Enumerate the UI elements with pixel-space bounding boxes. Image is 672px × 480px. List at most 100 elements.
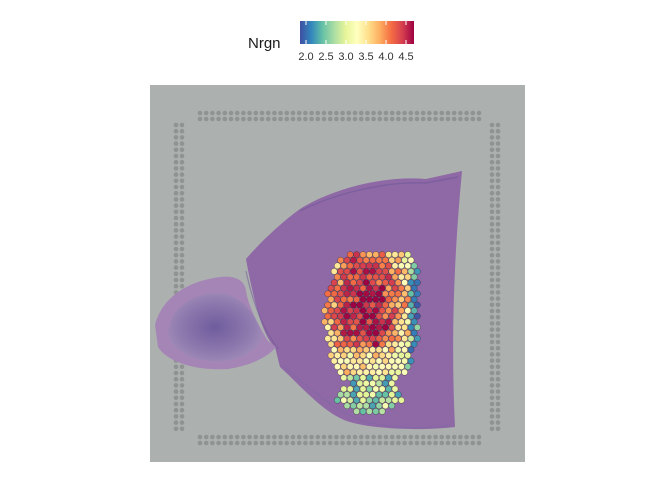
expression-spot [369, 268, 376, 275]
fiducial-dot [173, 252, 179, 258]
expression-spot [410, 307, 418, 314]
expression-spot [385, 340, 392, 348]
expression-spot [398, 284, 405, 292]
fiducial-dot [179, 395, 185, 401]
fiducial-dot [234, 434, 240, 440]
expression-spot [382, 312, 389, 320]
expression-spot [340, 396, 348, 404]
fiducial-dot [489, 414, 495, 419]
fiducial-dot [216, 434, 221, 440]
expression-spot [353, 284, 360, 292]
fiducial-dot [179, 153, 185, 159]
expression-spot [362, 402, 370, 410]
expression-spot [378, 408, 386, 415]
expression-spot [350, 368, 357, 376]
fiducial-dot [495, 370, 501, 376]
expression-spot [359, 363, 367, 370]
expression-spot [407, 312, 415, 320]
expression-spot [346, 385, 354, 393]
fiducial-dot [451, 440, 457, 446]
fiducial-dot [210, 110, 215, 116]
expression-spot [407, 301, 415, 309]
fiducial-dot [173, 277, 179, 283]
expression-spot [398, 262, 405, 270]
fiducial-dot [495, 401, 501, 407]
fiducial-dot [241, 110, 246, 116]
expression-spot [327, 296, 335, 303]
expression-spot [375, 346, 383, 354]
expression-spot [388, 368, 396, 376]
fiducial-dot [290, 116, 296, 122]
fiducial-dot [234, 116, 240, 122]
fiducial-dot [439, 110, 445, 116]
fiducial-dot [321, 110, 327, 116]
tissue-cerebellum [168, 293, 262, 362]
expression-spot [382, 268, 389, 275]
expression-spot [404, 340, 412, 348]
legend-tick-label: 3.0 [338, 51, 354, 63]
expression-spot [340, 284, 348, 292]
expression-spot [398, 307, 405, 314]
expression-spot [398, 251, 405, 258]
expression-spot [385, 307, 392, 314]
expression-spot [356, 335, 364, 342]
fiducial-dot [402, 110, 407, 116]
fiducial-dot [173, 215, 179, 221]
fiducial-dot [464, 116, 469, 122]
expression-spot [334, 352, 341, 359]
expression-spot [353, 262, 360, 270]
expression-spot [346, 396, 354, 404]
fiducial-dot [197, 440, 203, 446]
fiducial-dot [228, 116, 234, 122]
expression-spot [385, 251, 392, 258]
expression-spot [398, 340, 405, 348]
expression-spot [372, 374, 380, 382]
expression-spot [359, 329, 367, 337]
fiducial-dot [495, 321, 501, 326]
fiducial-dot [173, 383, 179, 388]
fiducial-dot [352, 440, 358, 446]
expression-spot [378, 340, 386, 348]
fiducial-dot [179, 172, 185, 177]
legend-tick-label: 4.5 [398, 51, 414, 63]
fiducial-dot [179, 407, 185, 413]
fiducial-dot [495, 358, 501, 363]
expression-spot [375, 380, 383, 387]
fiducial-dot [476, 116, 482, 122]
fiducial-dot [179, 190, 185, 196]
expression-spot [385, 385, 392, 393]
expression-spot [382, 324, 389, 331]
expression-spot [362, 335, 370, 342]
expression-spot [356, 301, 364, 309]
fiducial-dot [173, 203, 179, 208]
expression-spot [343, 279, 351, 286]
fiducial-dot [309, 116, 314, 122]
expression-spot [353, 340, 360, 348]
expression-spot [369, 391, 376, 398]
expression-spot [388, 256, 396, 264]
expression-spot [378, 352, 386, 359]
fiducial-dot [414, 440, 420, 446]
expression-spot [366, 374, 373, 382]
fiducial-dot [321, 440, 327, 446]
expression-spot [388, 346, 396, 354]
fiducial-dot [495, 283, 501, 289]
expression-spot [337, 290, 344, 298]
expression-spot [337, 268, 344, 275]
expression-spot [378, 329, 386, 337]
fiducial-dot [396, 434, 401, 440]
expression-spot [366, 318, 373, 326]
expression-spot [366, 352, 373, 359]
fiducial-dot [420, 116, 426, 122]
expression-spot [337, 312, 344, 320]
fiducial-dot [173, 141, 179, 146]
fiducial-dot [495, 246, 501, 252]
expression-spot [410, 318, 418, 326]
expression-spot [359, 340, 367, 348]
expression-spot [369, 402, 376, 410]
expression-spot [324, 290, 332, 298]
fiducial-dot [377, 434, 383, 440]
expression-spot [337, 256, 344, 264]
fiducial-dot [495, 228, 501, 233]
expression-spot [375, 268, 383, 275]
